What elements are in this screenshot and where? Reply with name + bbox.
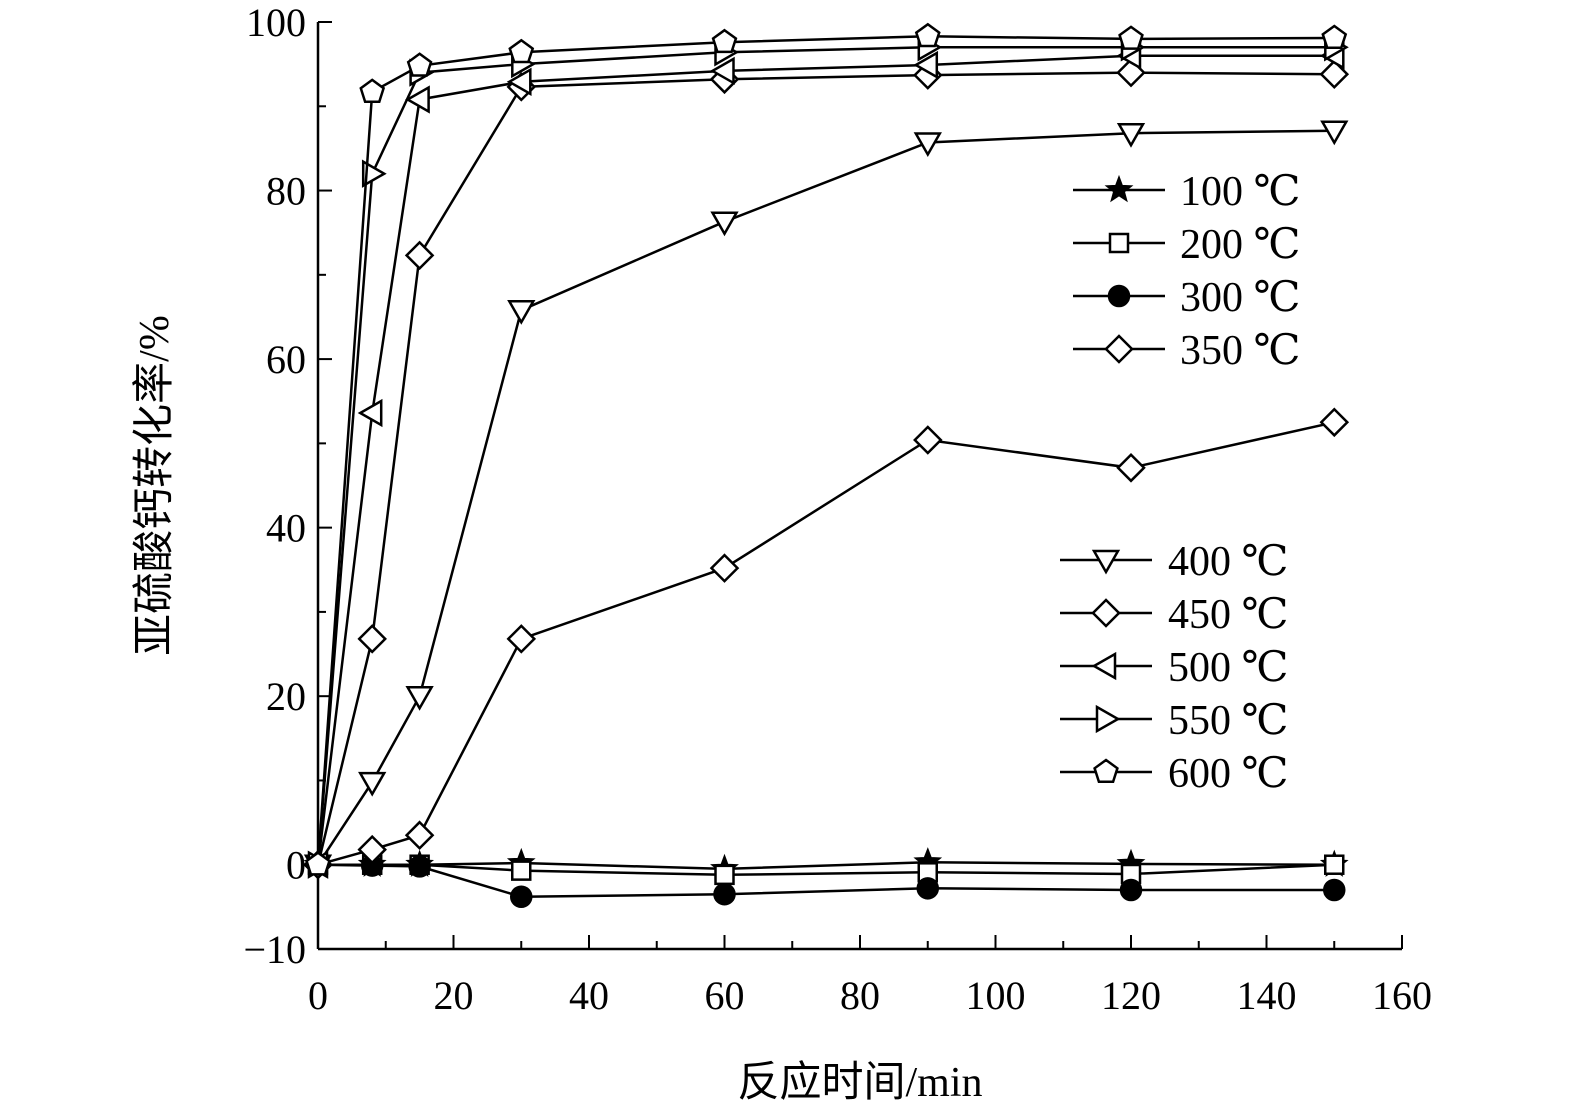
legend-marker [1108, 232, 1130, 254]
data-point [1320, 120, 1349, 146]
data-point [359, 78, 386, 103]
data-point [913, 425, 943, 455]
data-point [913, 132, 942, 158]
series-line [317, 421, 1335, 866]
data-point [510, 885, 533, 909]
legend-marker [1104, 334, 1134, 364]
legend-label: 100 ℃ [1180, 169, 1300, 215]
x-tick-label: 0 [308, 973, 328, 1018]
x-tick-label: 160 [1372, 973, 1432, 1018]
legend-marker [1091, 598, 1121, 628]
legend-item: 350 ℃ [1073, 328, 1300, 374]
data-point [913, 50, 939, 80]
x-tick-label: 100 [966, 973, 1026, 1018]
y-tick-label: 60 [266, 337, 306, 382]
legend-marker [1095, 704, 1121, 734]
data-point [357, 624, 387, 654]
legend-item: 300 ℃ [1073, 275, 1300, 321]
legend: 100 ℃ 200 ℃ 300 ℃ 350 ℃ 400 ℃ 450 ℃ 500 ℃ 550 ℃… [1060, 169, 1300, 797]
legend-marker [1104, 174, 1134, 203]
data-point [713, 882, 736, 906]
data-point [1319, 407, 1350, 438]
legend-marker [1091, 549, 1121, 575]
data-point [361, 159, 387, 188]
legend-label: 550 ℃ [1168, 698, 1288, 744]
legend-item: 600 ℃ [1060, 751, 1288, 797]
legend-item: 550 ℃ [1060, 698, 1288, 744]
data-point [914, 22, 941, 48]
legend-label: 500 ℃ [1168, 645, 1288, 691]
data-point [714, 864, 735, 886]
legend-label: 300 ℃ [1180, 275, 1300, 321]
data-point [405, 85, 430, 114]
x-tick-label: 120 [1101, 973, 1161, 1018]
legend-item: 100 ℃ [1073, 169, 1300, 215]
legend-label: 400 ℃ [1168, 539, 1288, 585]
legend-item: 400 ℃ [1060, 539, 1288, 585]
series-0 [303, 847, 1349, 882]
y-tick-label: 0 [286, 843, 306, 888]
legend-item: 200 ℃ [1073, 222, 1300, 268]
x-tick-label: 40 [569, 973, 609, 1018]
series-line [316, 71, 1335, 865]
data-point [1116, 122, 1146, 148]
legend-label: 200 ℃ [1180, 222, 1300, 268]
series-2 [306, 853, 1346, 909]
data-point [1324, 854, 1345, 875]
data-point [1118, 25, 1144, 50]
data-point [404, 820, 435, 850]
data-point [709, 56, 735, 86]
series-3 [303, 407, 1350, 880]
data-point [1323, 878, 1346, 902]
data-point [305, 851, 331, 876]
series-line [317, 863, 1335, 899]
y-tick-label: −10 [243, 927, 306, 972]
data-point [506, 67, 532, 96]
x-tick-label: 60 [705, 973, 745, 1018]
data-point [709, 553, 740, 583]
series-line [316, 54, 1335, 865]
legend-label: 350 ℃ [1180, 328, 1300, 374]
data-point [1319, 59, 1350, 89]
data-point [1321, 24, 1348, 49]
data-point [711, 28, 738, 54]
y-tick-label: 40 [266, 506, 306, 551]
y-tick-label: 20 [266, 674, 306, 719]
data-point [508, 38, 535, 64]
legend-marker [1093, 758, 1119, 783]
legend-marker [1107, 284, 1131, 308]
x-tick-label: 20 [434, 973, 474, 1018]
data-point [710, 211, 739, 237]
data-point [358, 771, 387, 797]
legend-marker [1091, 651, 1117, 681]
data-point [1116, 453, 1146, 483]
legend-label: 600 ℃ [1168, 751, 1288, 797]
data-point [405, 685, 434, 711]
data-point [406, 52, 433, 77]
legend-item: 450 ℃ [1060, 592, 1288, 638]
series-layer [303, 22, 1350, 909]
x-axis-title: 反应时间/min [737, 1059, 982, 1106]
y-axis-title: 亚硫酸钙转化率/% [131, 315, 178, 656]
series-8 [305, 22, 1348, 876]
data-point [404, 240, 435, 271]
data-point [507, 299, 536, 325]
x-tick-label: 140 [1237, 973, 1297, 1018]
data-point [408, 855, 431, 878]
data-point [506, 624, 537, 654]
data-point [1119, 878, 1143, 902]
series-line [316, 46, 1335, 865]
data-point [916, 877, 939, 900]
y-tick-label: 80 [266, 169, 306, 214]
data-point [511, 860, 532, 881]
legend-label: 450 ℃ [1168, 592, 1288, 638]
data-point [357, 834, 387, 865]
series-line [316, 129, 1335, 866]
data-point [357, 398, 383, 428]
legend-item: 500 ℃ [1060, 645, 1288, 691]
y-tick-label: 100 [246, 0, 306, 45]
x-tick-label: 80 [840, 973, 880, 1018]
